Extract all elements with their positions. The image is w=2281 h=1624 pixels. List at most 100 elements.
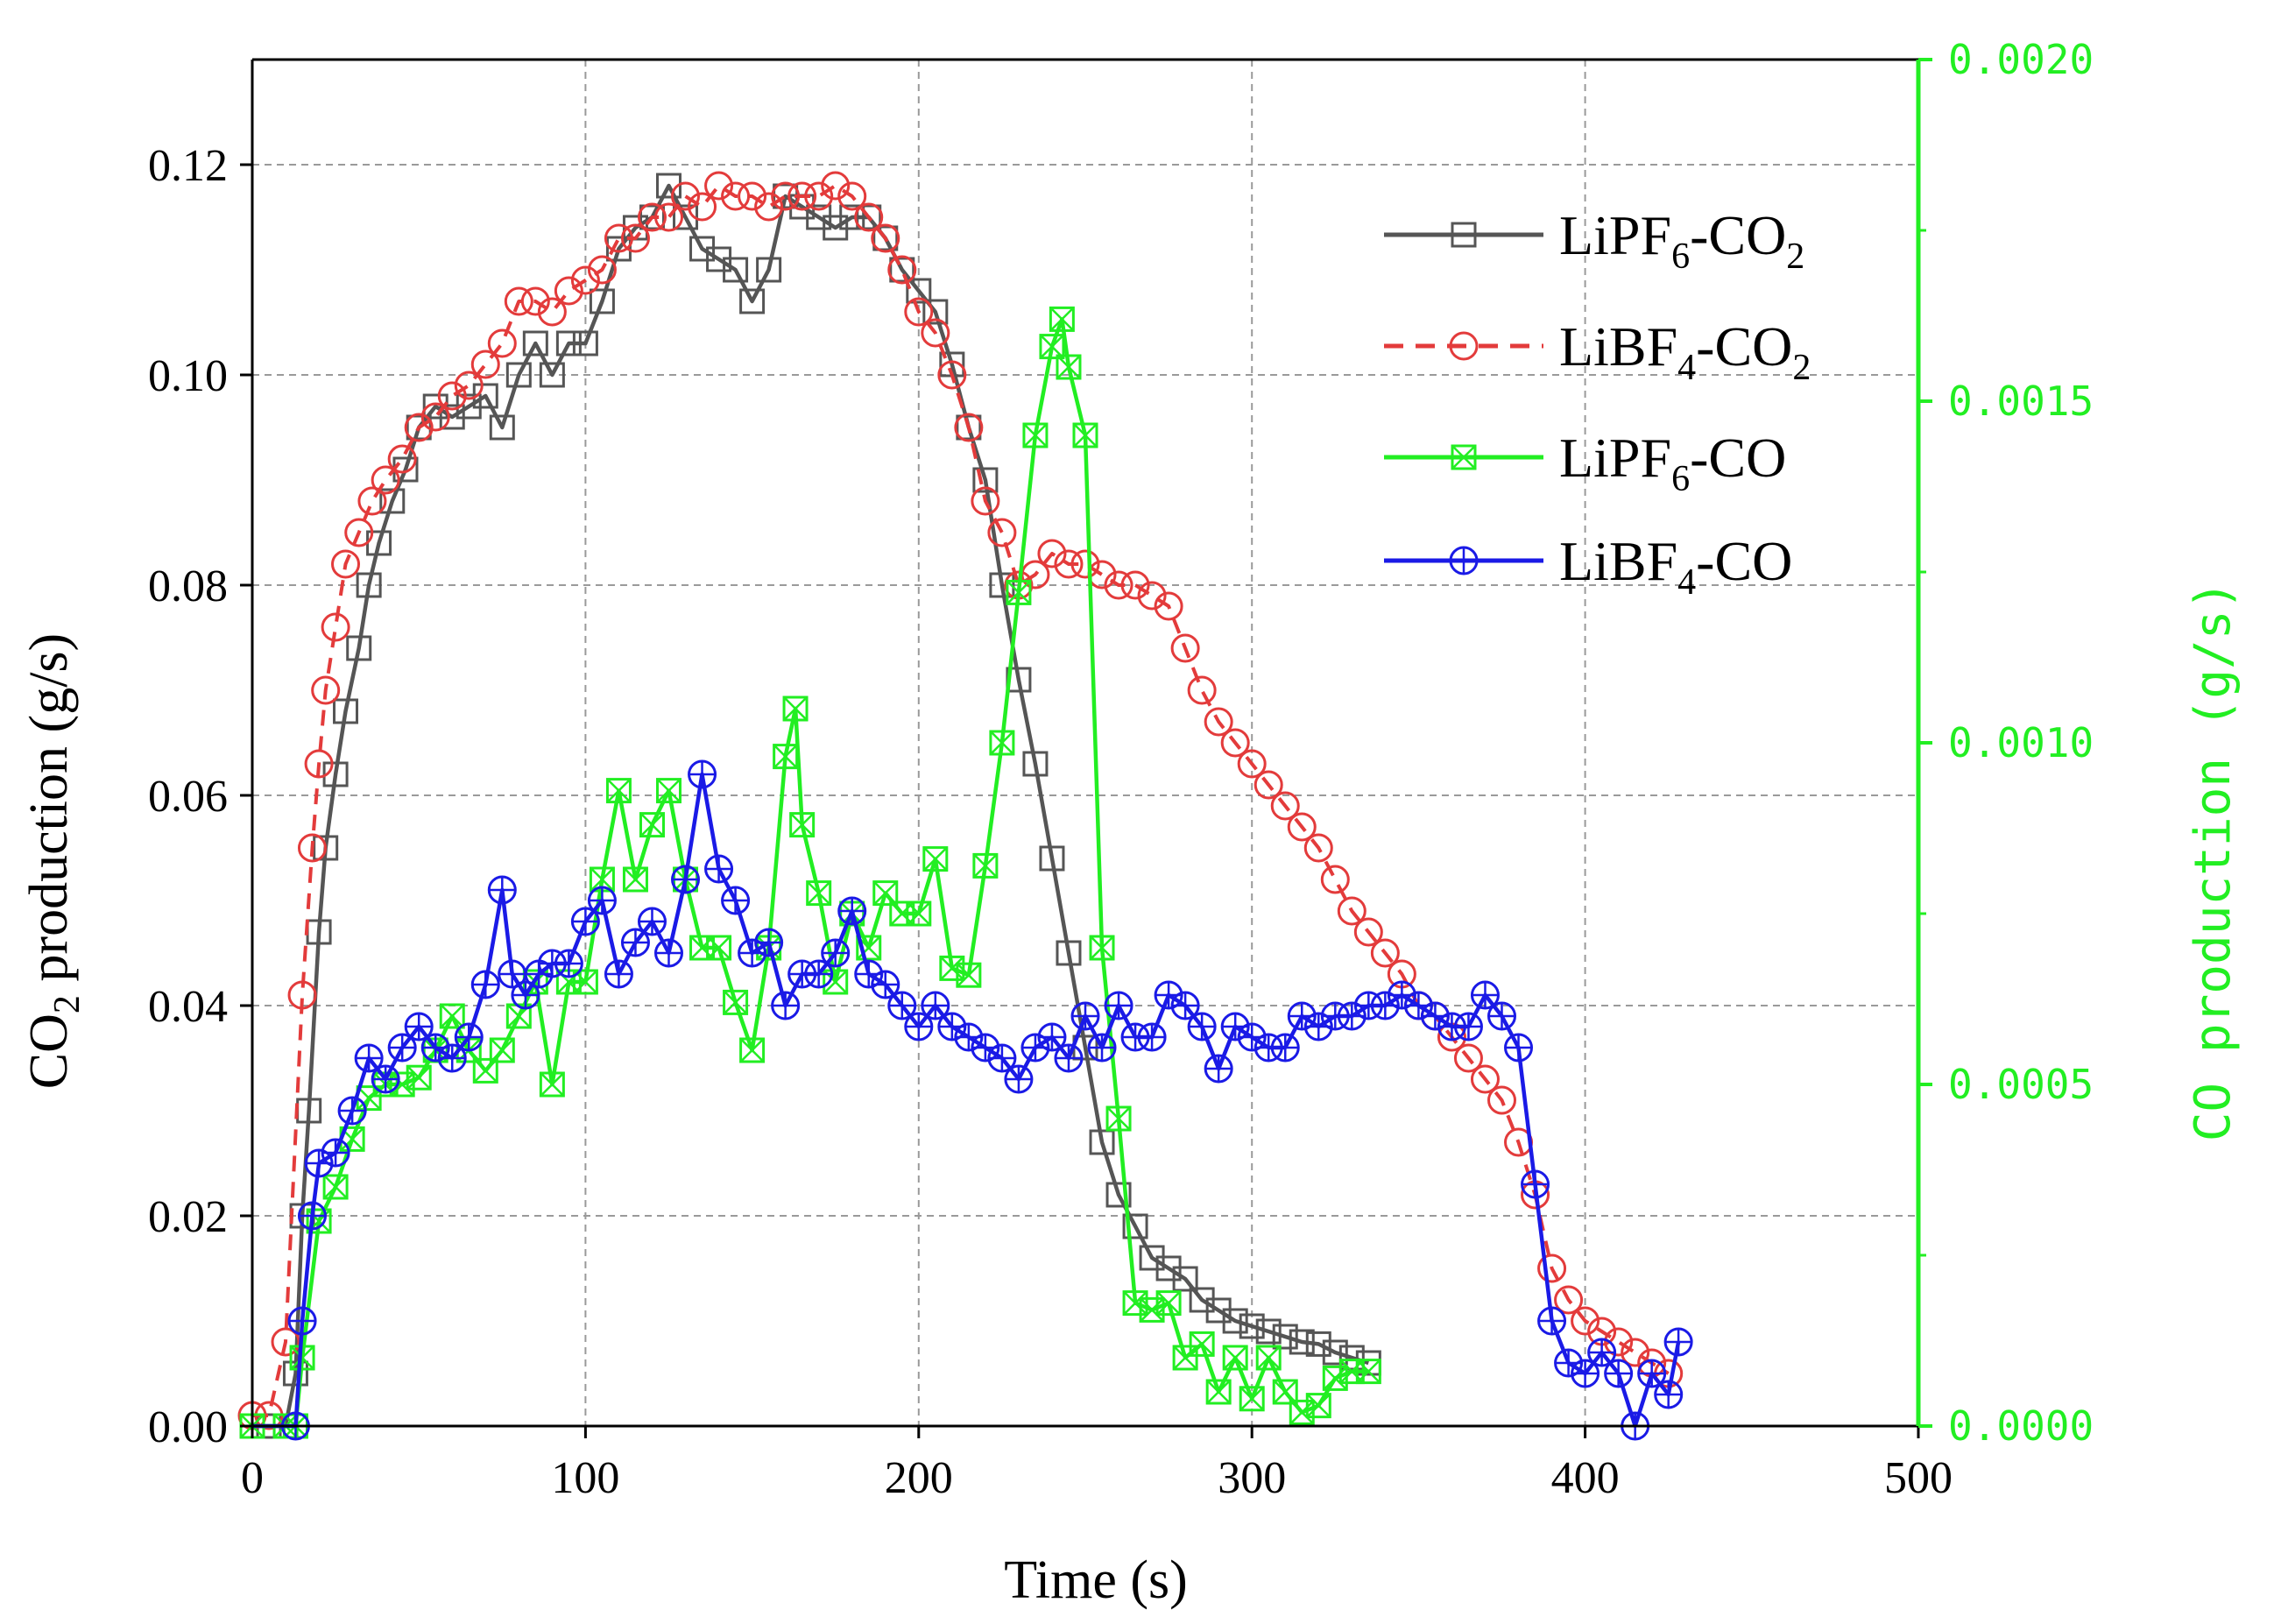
legend-marker-shape	[1451, 444, 1477, 470]
legend-label-main: LiPF	[1559, 427, 1671, 489]
x-tick-label: 100	[551, 1453, 619, 1503]
data-point	[673, 204, 699, 230]
data-point	[1370, 938, 1400, 968]
data-point-cross-b	[922, 846, 948, 872]
series-line	[252, 184, 1670, 1417]
data-point-cross-b	[1223, 1345, 1248, 1370]
data-point	[871, 223, 900, 253]
data-point	[1187, 675, 1217, 705]
data-point	[520, 286, 550, 316]
series-line	[252, 772, 1681, 1429]
y-right-tick-label: 0.0015	[1948, 378, 2094, 425]
data-point	[406, 414, 432, 441]
data-point	[1239, 1386, 1265, 1412]
data-point	[1120, 570, 1150, 600]
data-point	[1037, 539, 1067, 568]
data-point	[872, 880, 899, 907]
y-left-tick-label: 0.06	[148, 772, 228, 822]
data-point	[656, 173, 681, 199]
data-point-cross-b	[1206, 1380, 1232, 1404]
data-point	[1253, 770, 1283, 800]
data-point	[654, 202, 683, 232]
y-left-tick-label: 0.02	[148, 1192, 228, 1242]
data-point	[739, 288, 766, 314]
data-point-cross-b	[906, 901, 931, 926]
legend-label-sub1: 6	[1671, 459, 1690, 499]
data-point	[804, 181, 834, 211]
legend-label-main: LiBF	[1559, 530, 1677, 592]
data-point	[939, 955, 965, 981]
data-point	[1089, 935, 1115, 961]
data-point	[922, 299, 949, 325]
data-point	[1303, 833, 1333, 863]
data-point	[1104, 570, 1133, 600]
x-tick-label: 300	[1218, 1453, 1286, 1503]
axes-layer: 0 100 200 300 400 500 0.00 0.02 0.04 0.06 0.08 0.10…	[148, 36, 2094, 1503]
data-point	[1054, 549, 1084, 579]
data-point	[1022, 751, 1049, 777]
data-point	[1320, 865, 1350, 894]
data-point	[555, 330, 582, 357]
data-point	[344, 518, 374, 547]
legend-label-sub1: 4	[1677, 348, 1696, 388]
data-point	[771, 181, 801, 211]
data-point-cross-b	[590, 867, 615, 892]
data-point	[454, 371, 484, 400]
data-point	[821, 171, 851, 201]
data-point	[306, 1208, 332, 1234]
data-point	[605, 778, 632, 804]
legend-label-sub1: 6	[1671, 237, 1690, 277]
x-tick-label: 0	[241, 1453, 264, 1503]
series-lipf6-co	[239, 306, 1381, 1439]
y-left-tick-label: 0.04	[148, 982, 228, 1032]
data-point-cross-b	[1306, 1393, 1331, 1418]
data-point	[472, 383, 498, 409]
data-point	[321, 612, 350, 642]
data-point	[856, 935, 882, 961]
data-point	[357, 486, 387, 516]
y-left-title-rest: production (g/s)	[19, 633, 79, 995]
data-point	[854, 202, 884, 232]
data-point	[1155, 1290, 1182, 1317]
data-point-cross-b	[990, 731, 1014, 755]
data-point-cross-b	[1356, 1359, 1381, 1384]
data-point-cross-b	[406, 1065, 432, 1091]
legend-label: LiBF4-CO	[1559, 530, 1792, 603]
data-point	[954, 413, 984, 442]
data-point	[1554, 1285, 1584, 1315]
data-point	[656, 778, 681, 804]
data-point-cross-b	[1123, 1290, 1148, 1316]
data-point	[989, 730, 1015, 756]
data-point	[1338, 1359, 1365, 1385]
legend-label-sub2: 2	[1786, 237, 1804, 277]
data-point-cross-b	[972, 853, 998, 879]
data-point-cross-b	[1056, 355, 1081, 379]
data-point	[921, 318, 950, 348]
data-point-cross-b	[1140, 1297, 1164, 1323]
data-point	[639, 812, 665, 838]
data-point	[589, 288, 615, 314]
data-point	[839, 204, 865, 230]
data-point	[1353, 917, 1383, 947]
data-point	[1072, 422, 1098, 448]
data-point	[688, 192, 717, 222]
data-point	[1255, 1318, 1282, 1345]
legend-swatch-marker	[1449, 331, 1479, 361]
data-point	[1137, 581, 1167, 611]
data-point	[1205, 1379, 1232, 1405]
y-left-title-sub: 2	[47, 995, 88, 1013]
data-point-cross-b	[323, 1175, 348, 1199]
data-point	[1204, 707, 1233, 737]
data-point	[622, 866, 648, 893]
y-right-tick-label: 0.0005	[1948, 1061, 2094, 1108]
data-point-cross-b	[1090, 936, 1114, 960]
data-point	[972, 467, 999, 493]
data-point	[1272, 1379, 1298, 1405]
data-point-cross-b	[390, 1072, 415, 1097]
series-line	[252, 317, 1369, 1429]
data-point	[704, 171, 734, 201]
data-point	[1322, 1365, 1348, 1391]
data-point-cross-b	[573, 970, 598, 994]
data-point	[346, 635, 372, 661]
data-point	[439, 1003, 465, 1029]
